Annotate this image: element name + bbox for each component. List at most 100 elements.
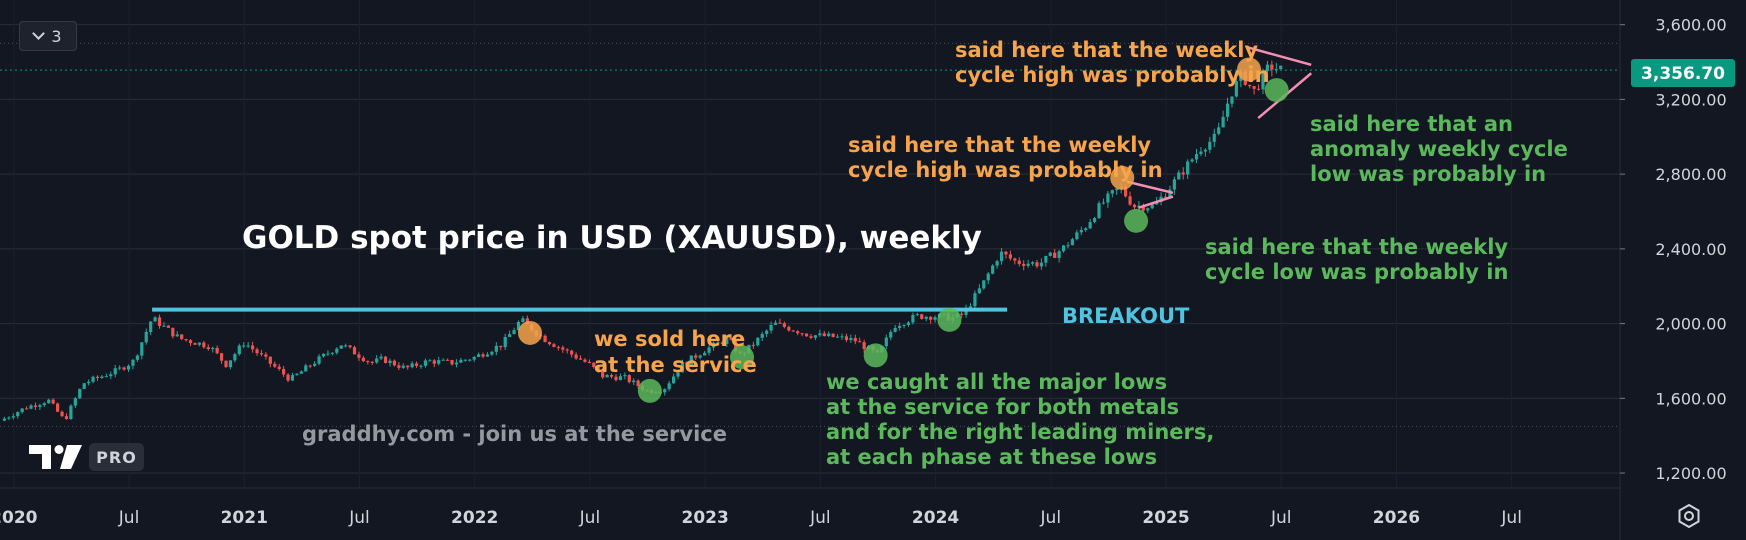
candle — [286, 373, 290, 383]
candle — [587, 359, 591, 364]
candle — [1248, 84, 1252, 89]
y-tick-label: 3,200.00 — [1655, 90, 1726, 109]
candle — [627, 374, 631, 384]
candle — [144, 328, 148, 345]
candle — [277, 363, 281, 371]
candle — [357, 351, 361, 361]
current-price-label: 3,356.70 — [1631, 59, 1735, 87]
candle — [893, 324, 897, 333]
candle — [388, 358, 392, 367]
candle — [24, 406, 29, 410]
candle — [787, 325, 791, 332]
candle — [459, 357, 463, 363]
indicator-count: 3 — [51, 26, 62, 46]
candle — [1035, 259, 1039, 269]
candle — [556, 345, 560, 351]
candle — [760, 331, 764, 342]
candle — [906, 321, 911, 327]
candle — [468, 358, 472, 362]
candle — [543, 334, 547, 343]
candle — [428, 358, 432, 362]
candle — [370, 361, 374, 365]
candle — [441, 358, 445, 361]
high2-note-line-1: said here that the weekly — [955, 38, 1258, 62]
candle — [1026, 259, 1030, 268]
candle — [547, 341, 552, 346]
low2-note-line-2: anomaly weekly cycle — [1310, 137, 1568, 161]
candle — [250, 341, 255, 353]
breakout-label: BREAKOUT — [1062, 304, 1190, 328]
x-tick-label: 2024 — [912, 508, 959, 528]
candle — [401, 363, 405, 369]
candle — [1221, 110, 1225, 128]
candle — [406, 365, 410, 370]
candle — [623, 372, 627, 380]
candle — [383, 355, 388, 364]
low2-note-line-1: said here that an — [1310, 112, 1513, 136]
candle — [82, 382, 86, 390]
candle — [197, 342, 202, 347]
candle — [481, 352, 485, 359]
candle — [920, 313, 924, 320]
candle — [671, 373, 676, 384]
candle — [153, 316, 157, 322]
chart-title: GOLD spot price in USD (XAUUSD), weekly — [242, 220, 982, 256]
current-price-value: 3,356.70 — [1641, 64, 1725, 84]
candle — [773, 320, 778, 326]
x-tick-label: Jul — [1500, 508, 1522, 528]
settings-gear-icon[interactable] — [1676, 503, 1702, 529]
candle — [751, 341, 755, 349]
candle — [299, 370, 303, 374]
candle — [898, 322, 902, 331]
candle — [1203, 148, 1207, 157]
candle — [596, 366, 600, 373]
candle — [605, 373, 609, 378]
candle — [1066, 242, 1070, 249]
candle — [91, 375, 95, 384]
x-tick-label: Jul — [1040, 508, 1062, 528]
candle — [361, 355, 365, 363]
candle — [707, 344, 711, 356]
candle — [282, 365, 286, 378]
candle — [450, 359, 454, 366]
candle — [508, 330, 512, 338]
candle — [676, 372, 680, 380]
candle — [2, 416, 7, 422]
candle — [1070, 237, 1075, 246]
candle — [1270, 60, 1274, 77]
low1-note-line-1: said here that the weekly — [1205, 235, 1508, 259]
candle — [1217, 122, 1221, 136]
candle — [552, 342, 556, 348]
y-tick-label: 2,800.00 — [1655, 165, 1726, 184]
low-marker-2022 — [637, 378, 662, 403]
candle — [463, 359, 467, 362]
tradingview-logo[interactable]: PRO — [27, 439, 150, 475]
high2-note-line-2: cycle high was probably in — [955, 63, 1270, 87]
x-tick-label: 2023 — [681, 508, 728, 528]
candle — [818, 329, 822, 337]
candle — [317, 354, 321, 366]
caught-note-line-1: we caught all the major lows — [826, 370, 1167, 394]
candle — [827, 331, 831, 338]
candle — [636, 379, 640, 389]
x-tick-label: 2026 — [1373, 508, 1420, 528]
x-tick-label: 2021 — [221, 508, 268, 528]
candle — [1146, 207, 1150, 214]
candle — [689, 355, 693, 365]
candle — [69, 404, 73, 420]
sold-note-line-2: at the service — [594, 353, 757, 377]
candle — [991, 264, 995, 275]
candle — [1256, 84, 1261, 91]
high-marker-2024 — [1110, 165, 1135, 190]
x-tick-label: 2025 — [1142, 508, 1189, 528]
candle — [16, 411, 20, 419]
candle — [445, 358, 450, 361]
candle — [960, 311, 964, 319]
candle — [47, 398, 51, 404]
candle — [56, 402, 60, 413]
candle — [259, 349, 264, 357]
collapse-indicators-button[interactable]: 3 — [19, 21, 77, 51]
candle — [840, 333, 844, 341]
candle — [255, 347, 259, 356]
